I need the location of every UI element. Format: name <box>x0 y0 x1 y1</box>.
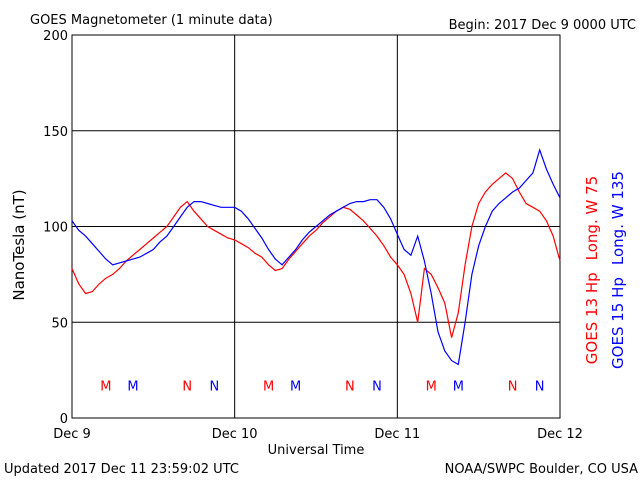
legend-entry: GOES 15 Hp Long. W 135 <box>609 171 627 369</box>
annotation: N <box>372 379 382 394</box>
annotation: N <box>209 379 219 394</box>
footer-left: Updated 2017 Dec 11 23:59:02 UTC <box>4 462 239 477</box>
x-axis-label: Universal Time <box>268 443 365 458</box>
annotation: N <box>345 379 355 394</box>
annotation: N <box>535 379 545 394</box>
legend-name: GOES 15 Hp <box>609 277 627 369</box>
y-tick-label: 50 <box>51 316 68 331</box>
plot-frame <box>71 34 561 419</box>
legend-longitude: Long. W 75 <box>583 176 601 261</box>
annotation: N <box>508 379 518 394</box>
annotation: M <box>426 379 437 394</box>
x-tick-label: Dec 11 <box>374 427 420 442</box>
annotation: M <box>453 379 464 394</box>
x-tick-label: Dec 9 <box>53 427 91 442</box>
y-tick-label: 150 <box>43 125 68 140</box>
annotation: M <box>263 379 274 394</box>
legend-entry: GOES 13 Hp Long. W 75 <box>583 176 601 364</box>
annotation: N <box>182 379 192 394</box>
y-tick-label: 200 <box>43 29 68 44</box>
annotation: M <box>100 379 111 394</box>
chart-title: GOES Magnetometer (1 minute data) <box>30 13 273 28</box>
y-axis-label: NanoTesla (nT) <box>10 189 28 300</box>
x-tick-label: Dec 10 <box>212 427 258 442</box>
data-line <box>71 147 561 366</box>
legend-longitude: Long. W 135 <box>609 171 627 265</box>
footer-right: NOAA/SWPC Boulder, CO USA <box>445 462 638 477</box>
data-line <box>71 172 561 338</box>
legend-name: GOES 13 Hp <box>583 272 601 364</box>
x-tick-label: Dec 12 <box>537 427 583 442</box>
chart-subtitle: Begin: 2017 Dec 9 0000 UTC <box>449 18 636 33</box>
annotation: M <box>290 379 301 394</box>
annotation: M <box>127 379 138 394</box>
y-tick-label: 100 <box>43 221 68 236</box>
y-tick-label: 0 <box>60 412 68 427</box>
